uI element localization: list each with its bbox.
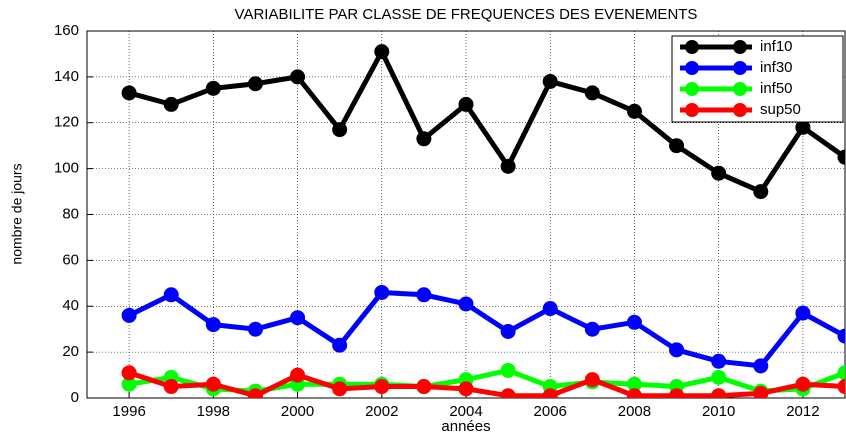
data-point (121, 85, 137, 101)
data-point (669, 138, 685, 154)
data-point (584, 85, 600, 101)
x-tick-label: 1996 (112, 403, 145, 420)
legend-marker (733, 103, 747, 117)
chart-title: VARIABILITE PAR CLASSE DE FREQUENCES DES… (235, 6, 698, 23)
legend-label: sup50 (760, 101, 801, 118)
data-point (205, 317, 221, 333)
data-point (416, 131, 432, 147)
data-point (795, 305, 811, 321)
data-point (837, 379, 845, 395)
data-point (542, 388, 558, 398)
data-point (332, 122, 348, 138)
data-point (290, 310, 306, 326)
data-point (837, 149, 845, 165)
data-point (290, 367, 306, 383)
legend-marker (685, 82, 699, 96)
data-point (669, 342, 685, 358)
x-tick-label: 2004 (449, 403, 482, 420)
legend-marker (685, 40, 699, 54)
data-point (500, 362, 516, 378)
x-tick-label: 2008 (618, 403, 651, 420)
data-point (247, 76, 263, 92)
data-point (711, 165, 727, 181)
data-point (205, 376, 221, 392)
legend-label: inf50 (760, 80, 793, 97)
legend: inf10 inf30 inf50 sup50 (671, 35, 844, 123)
plot-area (121, 44, 845, 398)
legend-label: inf30 (760, 59, 793, 76)
data-point (121, 307, 137, 323)
data-point (584, 321, 600, 337)
legend-marker (685, 61, 699, 75)
data-point (542, 73, 558, 89)
data-point (753, 358, 769, 374)
y-tick-label: 160 (54, 22, 79, 39)
data-point (458, 296, 474, 312)
data-point (753, 385, 769, 398)
data-point (542, 301, 558, 317)
x-tick-label: 2002 (365, 403, 398, 420)
data-point (290, 69, 306, 85)
data-point (374, 44, 390, 60)
data-point (163, 379, 179, 395)
y-tick-label: 80 (62, 205, 79, 222)
x-tick-label: 2006 (534, 403, 567, 420)
data-point (205, 80, 221, 96)
data-point (416, 287, 432, 303)
y-tick-label: 20 (62, 343, 79, 360)
data-point (374, 379, 390, 395)
legend-label: inf10 (760, 38, 793, 55)
y-tick-label: 100 (54, 160, 79, 177)
y-axis-label: nombre de jours (9, 163, 25, 264)
data-point (374, 284, 390, 300)
x-tick-label: 2000 (281, 403, 314, 420)
data-point (500, 158, 516, 174)
y-tick-label: 60 (62, 251, 79, 268)
data-point (626, 388, 642, 398)
y-tick-label: 140 (54, 68, 79, 85)
legend-marker (733, 82, 747, 96)
data-point (247, 388, 263, 398)
data-point (458, 381, 474, 397)
data-point (163, 287, 179, 303)
data-point (711, 388, 727, 398)
data-point (584, 372, 600, 388)
data-point (837, 365, 845, 381)
data-point (458, 96, 474, 112)
data-point (500, 323, 516, 339)
x-tick-label: 2010 (702, 403, 735, 420)
x-tick-label: 2012 (786, 403, 819, 420)
data-point (626, 103, 642, 119)
data-point (121, 365, 137, 381)
data-point (837, 328, 845, 344)
data-point (711, 353, 727, 369)
y-tick-label: 120 (54, 114, 79, 131)
x-axis-label: années (441, 418, 490, 435)
data-point (753, 184, 769, 200)
data-point (163, 96, 179, 112)
data-point (795, 376, 811, 392)
data-point (332, 381, 348, 397)
data-point (247, 321, 263, 337)
data-point (626, 314, 642, 330)
legend-marker (733, 61, 747, 75)
y-tick-label: 40 (62, 297, 79, 314)
y-tick-label: 0 (71, 389, 79, 406)
x-tick-label: 1998 (197, 403, 230, 420)
plot-frame (86, 30, 846, 399)
legend-marker (685, 103, 699, 117)
data-point (500, 388, 516, 398)
data-point (332, 337, 348, 353)
data-point (669, 388, 685, 398)
data-point (416, 379, 432, 395)
data-point (711, 369, 727, 385)
legend-marker (733, 40, 747, 54)
